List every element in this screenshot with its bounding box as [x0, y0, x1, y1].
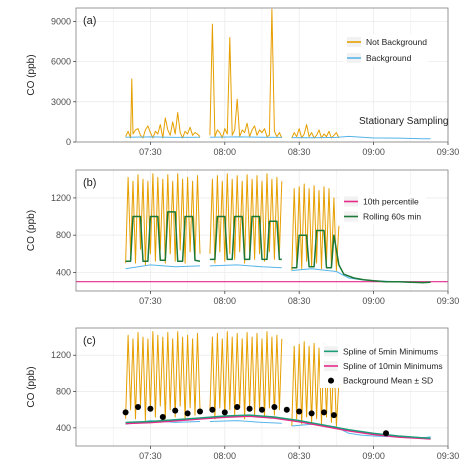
legend-label: 10th percentile — [363, 197, 419, 207]
x-tick-label: 09:00 — [362, 147, 385, 157]
legend: Not Background Background — [343, 34, 428, 66]
x-tick-label: 07:30 — [139, 451, 162, 461]
series-background-line — [209, 420, 282, 424]
x-tick-label: 08:30 — [288, 147, 311, 157]
panel-label: (a) — [83, 15, 96, 27]
legend-label: Background Mean ± SD — [343, 376, 433, 386]
y-axis-label: CO (ppb) — [26, 366, 37, 407]
x-tick-label: 07:30 — [139, 147, 162, 157]
series-background-line — [209, 264, 282, 269]
background-mean-point — [271, 403, 278, 410]
series-spline-5min-line — [125, 414, 431, 439]
series-spline-10min-line — [125, 415, 431, 440]
y-tick-label: 6000 — [51, 57, 71, 67]
series-not-background-line — [291, 183, 340, 271]
legend-label: Spline of 5min Minimums — [343, 346, 438, 356]
series-rolling-min-line — [291, 229, 431, 284]
y-tick-label: 400 — [56, 423, 71, 433]
y-tick-label: 3000 — [51, 97, 71, 107]
panel-c: 400 800 1200 07:30 08:00 08:30 09:00 09:30 CO (p… — [26, 327, 460, 461]
series-not-background-line — [291, 124, 340, 139]
series-background-line — [125, 264, 201, 270]
background-mean-point — [172, 407, 179, 414]
background-mean-point — [296, 408, 303, 415]
series-not-background-line — [125, 331, 201, 422]
background-mean-point — [321, 409, 327, 416]
x-tick-label: 08:00 — [214, 296, 237, 306]
y-tick-label: 800 — [56, 230, 71, 240]
panel-label: (b) — [83, 177, 96, 189]
x-tick-label: 07:30 — [139, 296, 162, 306]
x-tick-label: 09:30 — [437, 296, 460, 306]
background-mean-point — [135, 403, 141, 410]
background-mean-point — [184, 410, 191, 417]
y-tick-label: 1200 — [51, 193, 71, 203]
series-not-background-line — [209, 331, 283, 420]
legend-label: Rolling 60s min — [363, 212, 421, 222]
series-not-background-line — [125, 173, 201, 266]
panel-border — [75, 7, 449, 143]
background-mean-point — [330, 412, 337, 419]
background-mean-point — [122, 409, 129, 416]
annotation-text: Stationary Sampling — [359, 116, 449, 127]
legend-key-point — [328, 377, 334, 384]
background-mean-point — [197, 408, 203, 415]
x-tick-label: 08:00 — [214, 147, 237, 157]
x-tick-label: 09:00 — [362, 296, 385, 306]
y-tick-label: 1200 — [51, 350, 71, 360]
plot-layer — [122, 331, 431, 440]
background-mean-point — [159, 413, 166, 420]
legend: Spline of 5min Minimums Spline of 10min M… — [320, 344, 443, 388]
x-tick-label: 09:00 — [362, 451, 385, 461]
series-background-line — [291, 135, 431, 140]
plot-layer — [125, 8, 431, 140]
panel-b: 400 800 1200 07:30 08:00 08:30 09:00 09:30 CO (p… — [26, 169, 460, 306]
legend-label: Background — [366, 53, 412, 63]
background-mean-point — [147, 405, 154, 412]
x-tick-label: 09:30 — [437, 451, 460, 461]
x-tick-label: 08:00 — [214, 451, 237, 461]
legend-label: Not Background — [366, 37, 427, 47]
legend: 10th percentile Rolling 60s min — [340, 194, 426, 224]
series-not-background-line — [209, 173, 283, 264]
y-axis-label: CO (ppb) — [26, 54, 37, 95]
y-tick-label: 0 — [66, 137, 71, 147]
y-tick-label: 400 — [56, 267, 71, 277]
y-axis-label: CO (ppb) — [26, 210, 37, 251]
background-mean-point — [209, 406, 216, 413]
plot-layer — [76, 173, 448, 284]
background-mean-point — [383, 430, 389, 437]
series-rolling-min-line — [209, 215, 282, 261]
background-mean-point — [259, 406, 265, 413]
series-background-line — [125, 136, 201, 138]
series-not-background-line — [291, 341, 340, 427]
y-tick-label: 9000 — [51, 16, 71, 26]
series-rolling-min-line — [125, 211, 201, 262]
series-background-line — [209, 136, 282, 138]
y-tick-label: 800 — [56, 387, 71, 397]
background-mean-point — [283, 406, 290, 413]
background-mean-point — [308, 410, 315, 417]
panel-label: (c) — [83, 335, 96, 347]
background-mean-point — [234, 403, 241, 410]
legend-label: Spline of 10min Minimums — [343, 361, 443, 371]
x-tick-label: 08:30 — [288, 451, 311, 461]
panel-a: 0 3000 6000 9000 07:30 08:00 08:30 09:00 09:30 CO… — [26, 7, 460, 157]
background-mean-point — [221, 409, 228, 416]
panel-border — [75, 169, 449, 292]
legend-box — [320, 344, 440, 388]
series-not-background-line — [125, 78, 201, 139]
x-tick-label: 08:30 — [288, 296, 311, 306]
x-tick-label: 09:30 — [437, 147, 460, 157]
background-mean-point — [246, 405, 253, 412]
panel-border — [75, 327, 449, 447]
